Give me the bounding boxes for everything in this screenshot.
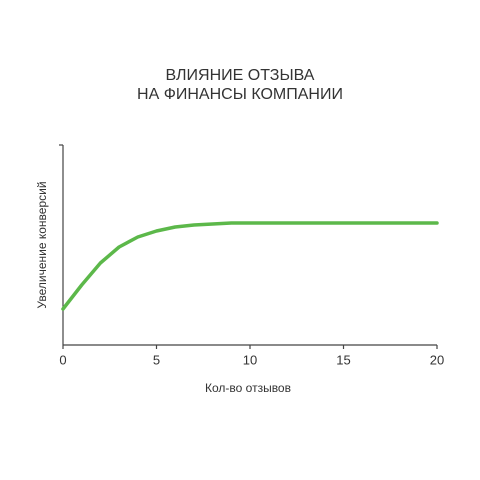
x-axis-label: Кол-во отзывов [205, 381, 291, 395]
x-tick-label: 10 [243, 352, 257, 367]
chart-title: ВЛИЯНИЕ ОТЗЫВА [166, 67, 315, 84]
x-tick-label: 15 [336, 352, 350, 367]
x-tick-label: 20 [430, 352, 444, 367]
chart-title: НА ФИНАНСЫ КОМПАНИИ [137, 86, 343, 103]
x-tick-label: 5 [153, 352, 160, 367]
y-axis-label: Увеличение конверсий [35, 181, 49, 308]
line [61, 221, 439, 311]
x-tick-label: 0 [59, 352, 66, 367]
